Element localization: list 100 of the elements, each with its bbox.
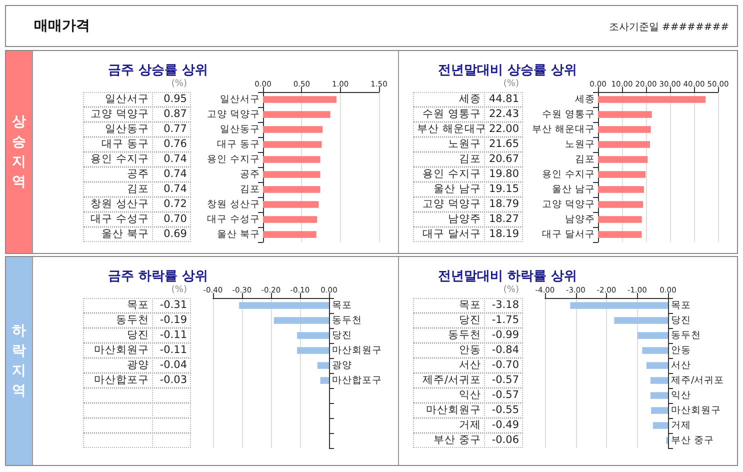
bar xyxy=(263,201,319,208)
data-label: -0.19 xyxy=(152,313,191,328)
data-label: 18.27 xyxy=(484,212,523,227)
text: 매매가격 xyxy=(34,17,90,35)
category-label: 거제 xyxy=(459,419,481,431)
y-tick-label: 부산 해운대구 xyxy=(532,124,596,135)
data-label: -0.84 xyxy=(484,343,523,358)
y-tick-label: 김포 xyxy=(240,184,260,195)
bar xyxy=(263,126,323,133)
bar xyxy=(598,126,651,133)
bar xyxy=(263,96,336,103)
data-label: 22.00 xyxy=(488,123,519,135)
category-label: 김포 xyxy=(127,183,149,195)
y-tick-label: 대구 달서구 xyxy=(542,229,596,240)
y-tick-label: 마산회원구 xyxy=(671,405,721,416)
data-label: -0.70 xyxy=(484,358,523,373)
category-label: 일산동구 xyxy=(105,123,149,135)
text: 조사기준일 ######## xyxy=(608,21,729,34)
category-label: 당진 xyxy=(459,314,481,326)
category-label: 용인 수지구 xyxy=(90,153,149,165)
data-label: -0.03 xyxy=(152,373,191,388)
y-tick-label: 고양 덕양구 xyxy=(206,109,260,120)
y-tick-label: 일산서구 xyxy=(220,94,260,105)
y-tick-label: 당진 xyxy=(332,330,352,341)
text: 상승지역 xyxy=(12,113,26,192)
bar xyxy=(598,201,644,208)
text: 하락지역 xyxy=(12,322,26,401)
category-label: 공주 xyxy=(127,168,149,180)
y-tick-label: 제주/서귀포 xyxy=(671,375,724,386)
y-tick-label: 용인 수지구 xyxy=(542,169,596,180)
data-label: -0.06 xyxy=(484,433,523,448)
data-label: 21.65 xyxy=(484,137,523,152)
category-label: 목포 xyxy=(459,299,481,311)
y-tick-label: 창원 성산구 xyxy=(206,199,260,210)
y-tick-label: 목포 xyxy=(671,300,691,311)
data-label: 0.74 xyxy=(152,152,191,167)
y-tick-label: 광양 xyxy=(332,360,352,371)
chart-title: 전년말대비 상승률 상위 xyxy=(438,62,578,79)
y-tick-label: 마산회원구 xyxy=(332,345,382,356)
category-label: 김포 xyxy=(459,153,481,165)
data-label: -3.18 xyxy=(484,298,523,313)
bar xyxy=(598,186,644,193)
y-tick-label: 부산 중구 xyxy=(671,435,714,446)
y-tick-label: 동두천 xyxy=(332,315,362,326)
y-tick-label: 익산 xyxy=(671,390,691,401)
category-label: 익산 xyxy=(459,389,481,401)
y-tick-label: 용인 수지구 xyxy=(206,154,260,165)
category-label: 대구 동구 xyxy=(102,138,149,150)
data-label: -0.57 xyxy=(484,373,523,388)
data-label: 19.80 xyxy=(484,167,523,182)
category-label: 용인 수지구 xyxy=(422,168,481,180)
category-label: 세종 xyxy=(459,93,481,105)
x-axis-title: (%) xyxy=(502,79,519,89)
x-axis-title: (%) xyxy=(502,285,519,295)
data-label: 0.74 xyxy=(152,182,191,197)
y-tick-label: 김포 xyxy=(575,154,596,165)
chart-title: 전년말대비 하락률 상위 xyxy=(438,268,578,285)
bar xyxy=(598,231,642,238)
y-tick-label: 노원구 xyxy=(565,139,596,150)
data-label: -0.99 xyxy=(484,328,523,343)
category-label: 울산 남구 xyxy=(434,183,481,195)
bar xyxy=(263,186,320,193)
data-label: 18.79 xyxy=(484,197,523,212)
x-axis-title: (%) xyxy=(170,285,187,295)
category-label: 마산합포구 xyxy=(94,374,149,386)
y-tick-label: 남양주 xyxy=(565,214,596,225)
data-label: -0.49 xyxy=(484,418,523,433)
bar xyxy=(598,156,648,163)
data-label: 18.19 xyxy=(484,227,523,242)
category-label: 마산회원구 xyxy=(426,404,481,416)
y-tick-label: 일산동구 xyxy=(220,124,260,135)
category-label: 제주/서귀포 xyxy=(422,374,481,386)
bar xyxy=(263,216,318,223)
data-label: -0.31 xyxy=(152,298,191,313)
bar xyxy=(263,141,322,148)
category-label: 안동 xyxy=(459,344,481,356)
chart-title: 금주 하락률 상위 xyxy=(108,268,208,285)
y-tick-label: 울산 남구 xyxy=(552,184,596,195)
data-label: 0.69 xyxy=(152,227,191,242)
y-tick-label: 당진 xyxy=(671,315,691,326)
bar xyxy=(598,171,646,178)
data-label: 0.74 xyxy=(152,167,191,182)
text: 금주 상승률 상위 xyxy=(108,62,208,79)
data-label: -1.75 xyxy=(484,313,523,328)
category-label: 고양 덕양구 xyxy=(90,108,149,120)
category-label: 부산 해운대구 xyxy=(417,123,486,135)
category-label: 대구 달서구 xyxy=(422,228,481,240)
y-tick-label: 목포 xyxy=(332,300,352,311)
data-label: 0.76 xyxy=(152,137,191,152)
data-label: 44.81 xyxy=(484,92,523,107)
data-label: 19.15 xyxy=(484,182,523,197)
bar xyxy=(263,156,320,163)
data-label: -0.04 xyxy=(152,358,191,373)
data-label: 20.67 xyxy=(484,152,523,167)
bar xyxy=(598,111,652,118)
bar xyxy=(598,216,642,223)
category-label: 창원 성산구 xyxy=(90,198,149,210)
data-label: -0.57 xyxy=(484,388,523,403)
y-tick-label: 대구 수성구 xyxy=(206,214,260,225)
bar xyxy=(598,96,706,103)
